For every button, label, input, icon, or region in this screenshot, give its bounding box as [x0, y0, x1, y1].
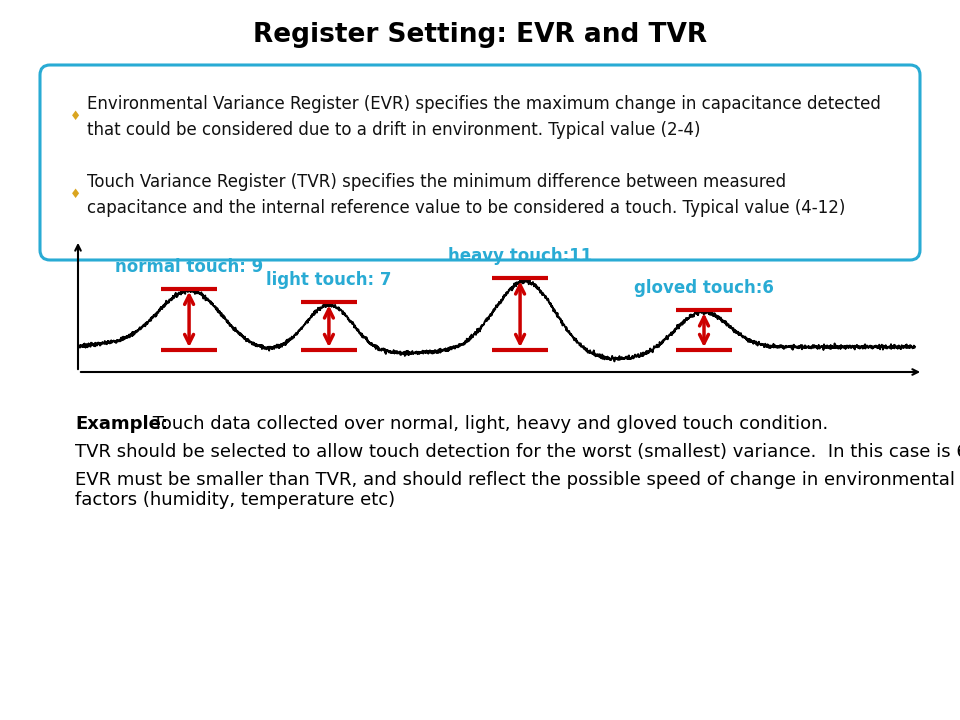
Text: ♦: ♦: [70, 189, 82, 202]
Text: gloved touch:6: gloved touch:6: [634, 279, 774, 297]
Text: Touch data collected over normal, light, heavy and gloved touch condition.: Touch data collected over normal, light,…: [147, 415, 828, 433]
Text: Example:: Example:: [75, 415, 168, 433]
Text: Touch Variance Register (TVR) specifies the minimum difference between measured
: Touch Variance Register (TVR) specifies …: [87, 173, 846, 217]
FancyBboxPatch shape: [40, 65, 920, 260]
Text: EVR must be smaller than TVR, and should reflect the possible speed of change in: EVR must be smaller than TVR, and should…: [75, 471, 955, 489]
Text: heavy touch:11: heavy touch:11: [448, 248, 592, 266]
Text: light touch: 7: light touch: 7: [266, 271, 392, 289]
Text: TVR should be selected to allow touch detection for the worst (smallest) varianc: TVR should be selected to allow touch de…: [75, 443, 960, 461]
Text: Environmental Variance Register (EVR) specifies the maximum change in capacitanc: Environmental Variance Register (EVR) sp…: [87, 95, 881, 139]
Text: ♦: ♦: [70, 110, 82, 124]
Text: factors (humidity, temperature etc): factors (humidity, temperature etc): [75, 491, 396, 509]
Text: Register Setting: EVR and TVR: Register Setting: EVR and TVR: [252, 22, 708, 48]
Text: normal touch: 9: normal touch: 9: [115, 258, 263, 276]
